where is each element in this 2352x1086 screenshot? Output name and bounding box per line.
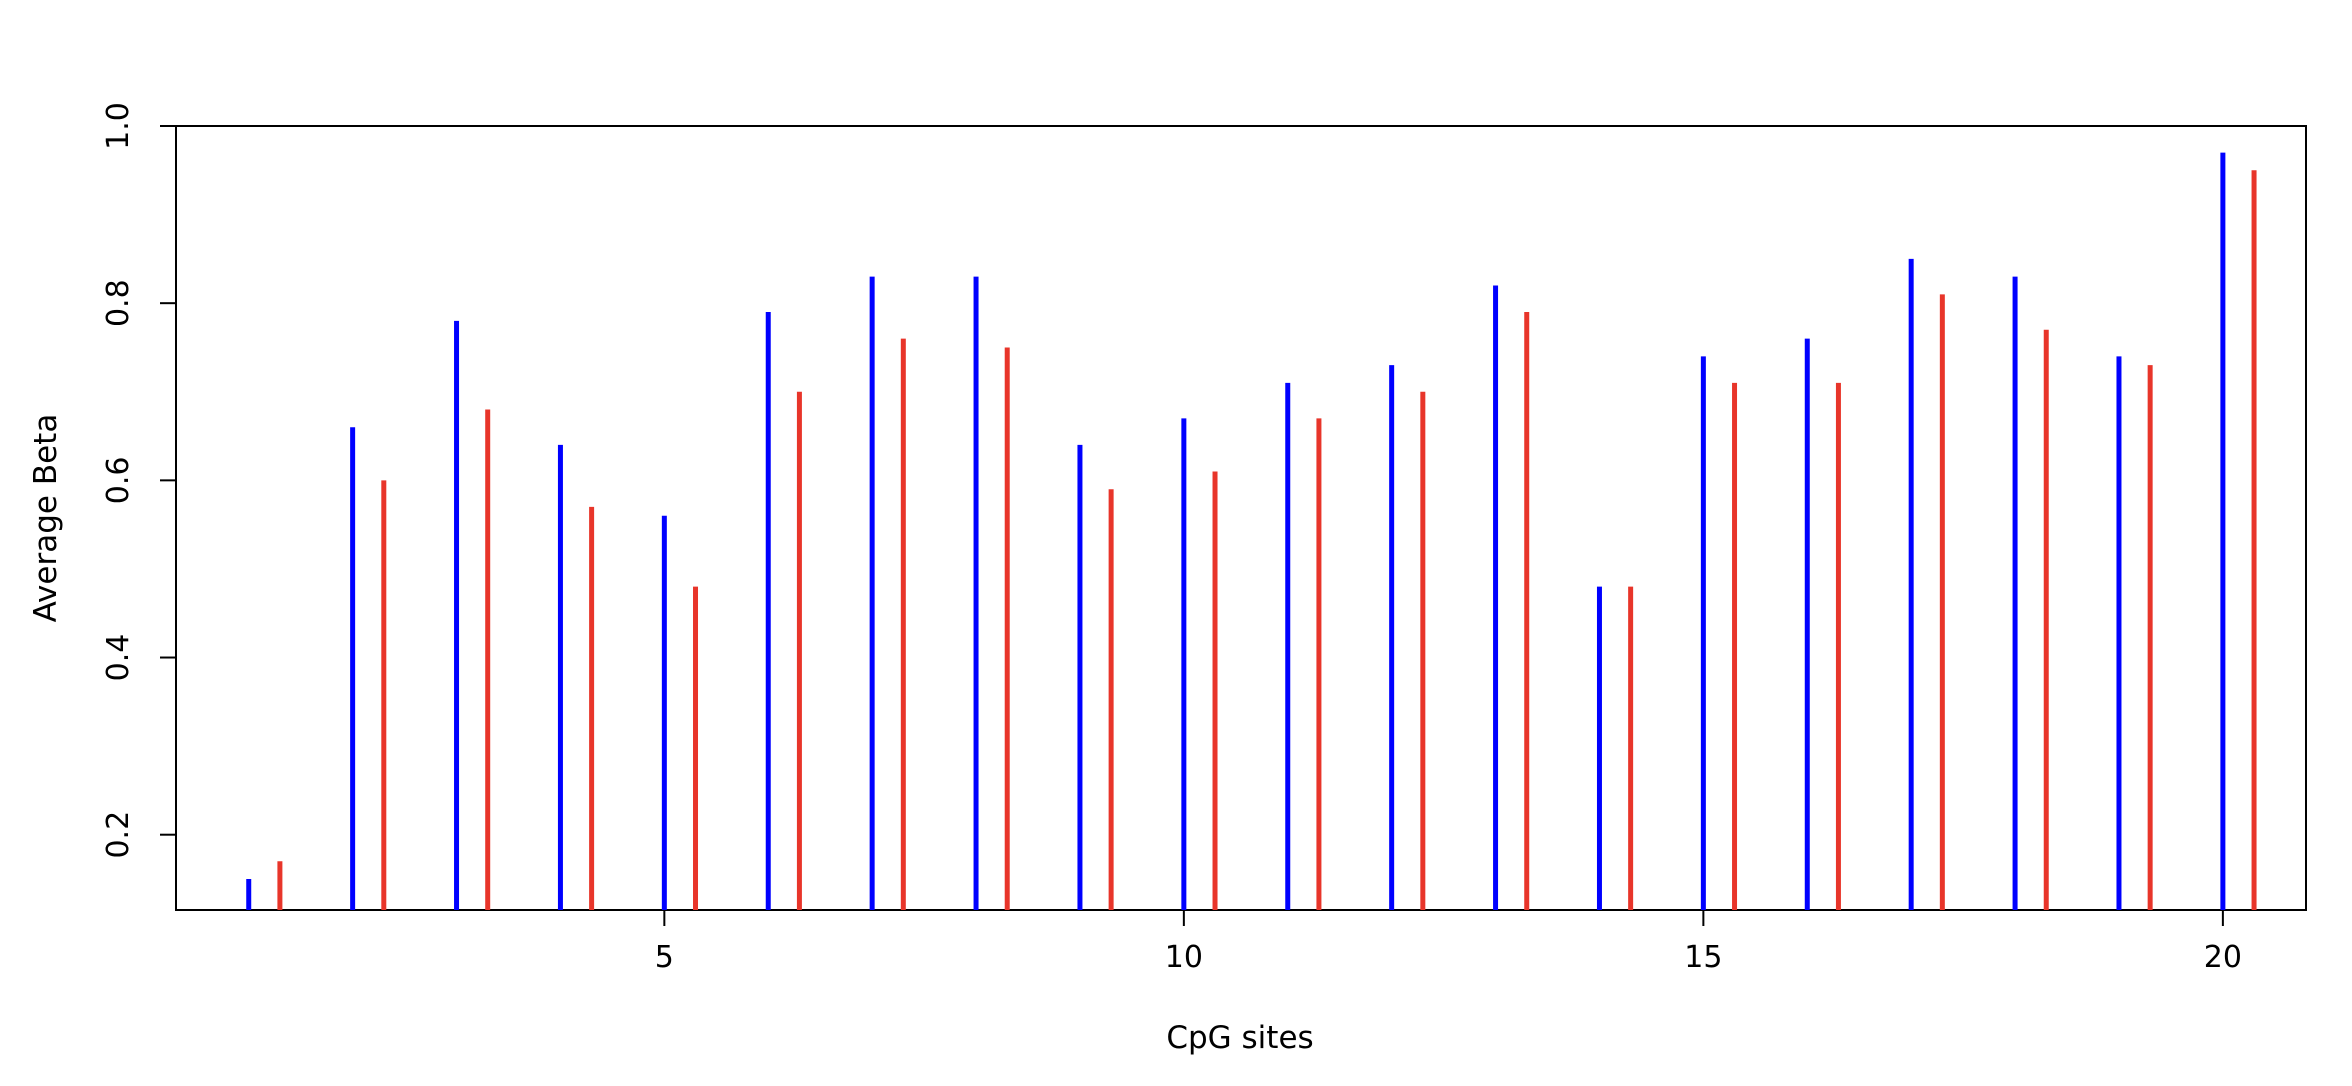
x-axis: 5 10 15 20 (655, 910, 2242, 975)
x-tick-label: 20 (2204, 940, 2242, 975)
y-axis-label: Average Beta (28, 414, 64, 623)
bar-series (246, 152, 2257, 910)
x-axis-label: CpG sites (1166, 1020, 1313, 1056)
x-tick-label: 10 (1165, 940, 1203, 975)
x-tick-label: 15 (1684, 940, 1722, 975)
y-tick-label: 0.8 (101, 279, 136, 327)
y-tick-label: 0.4 (101, 634, 136, 682)
y-tick-label: 0.2 (101, 811, 136, 859)
x-tick-label: 5 (655, 940, 674, 975)
plot-frame (175, 125, 2307, 911)
y-tick-label: 1.0 (101, 102, 136, 150)
y-tick-label: 0.6 (101, 456, 136, 504)
y-axis: 0.2 0.4 0.6 0.8 1.0 (101, 102, 176, 859)
